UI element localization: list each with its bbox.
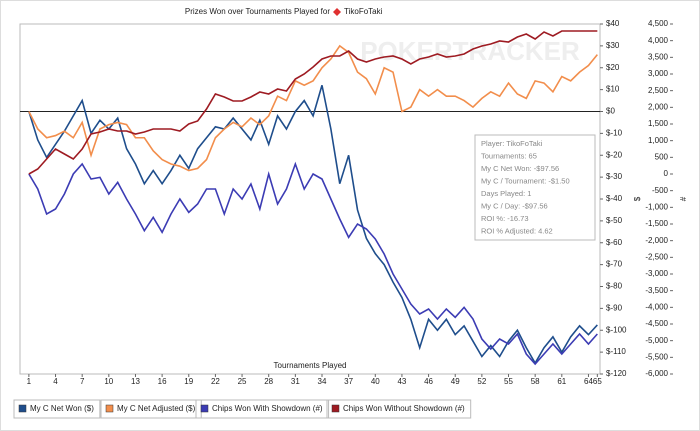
legend-label: Chips Won With Showdown (#) <box>212 404 323 413</box>
info-line: My C / Day: -$97.56 <box>481 201 548 210</box>
y-tick-label: $-100 <box>606 325 627 334</box>
y2-tick-label: -4,500 <box>645 319 668 328</box>
x-tick-label: 19 <box>184 377 193 386</box>
legend-swatch <box>18 404 27 413</box>
y-tick-label: $40 <box>606 19 620 28</box>
info-line: My C / Tournament: -$1.50 <box>481 176 570 185</box>
x-tick-label: 43 <box>397 377 406 386</box>
legend-label: My C Net Adjusted ($) <box>117 404 196 413</box>
y2-tick-label: -3,000 <box>645 269 668 278</box>
x-tick-label: 64 <box>584 377 593 386</box>
x-tick-label: 4 <box>53 377 58 386</box>
y2-tick-label: 1,000 <box>648 136 669 145</box>
y2-tick-label: 4,000 <box>648 36 669 45</box>
x-tick-label: 49 <box>451 377 460 386</box>
info-line: Tournaments: 65 <box>481 151 537 160</box>
x-tick-label: 1 <box>27 377 32 386</box>
series-line <box>28 161 598 366</box>
y-tick-label: $-20 <box>606 150 623 159</box>
series-line <box>28 44 598 172</box>
y-tick-label: $-70 <box>606 260 623 269</box>
legend-entry[interactable]: Chips Won Without Showdown (#) <box>326 399 472 419</box>
y2-tick-label: -5,000 <box>645 336 668 345</box>
x-tick-label: 58 <box>531 377 540 386</box>
x-tick-label: 7 <box>80 377 85 386</box>
x-axis-title: Tournaments Played <box>274 361 347 370</box>
y2-tick-label: -5,500 <box>645 352 668 361</box>
x-tick-label: 46 <box>424 377 433 386</box>
y-tick-label: $-40 <box>606 194 623 203</box>
y-tick-label: $-120 <box>606 369 627 378</box>
y2-axis-title: # <box>679 196 688 201</box>
y-tick-label: $-30 <box>606 172 623 181</box>
y2-tick-label: -2,500 <box>645 252 668 261</box>
player-name: TikoFoTaki <box>344 7 383 16</box>
y-tick-label: $10 <box>606 85 620 94</box>
x-tick-label: 34 <box>318 377 327 386</box>
x-tick-label: 55 <box>504 377 513 386</box>
x-tick-label: 10 <box>104 377 113 386</box>
x-tick-label: 13 <box>131 377 140 386</box>
x-tick-label: 25 <box>238 377 247 386</box>
x-tick-label: 40 <box>371 377 380 386</box>
info-line: ROI %: -16.73 <box>481 214 529 223</box>
legend-box <box>326 399 472 419</box>
y2-tick-label: -1,500 <box>645 219 668 228</box>
x-tick-label: 16 <box>158 377 167 386</box>
info-line: Days Played: 1 <box>481 189 531 198</box>
series-line <box>28 30 598 175</box>
y-tick-label: $-60 <box>606 238 623 247</box>
legend-entry[interactable]: My C Net Won ($) <box>13 399 101 419</box>
x-tick-label: 37 <box>344 377 353 386</box>
y2-tick-label: 2,000 <box>648 102 669 111</box>
x-tick-label: 52 <box>477 377 486 386</box>
y-tick-label: $-80 <box>606 282 623 291</box>
y2-tick-label: -4,000 <box>645 302 668 311</box>
info-line: My C Net Won: -$97.56 <box>481 164 559 173</box>
y2-tick-label: 3,500 <box>648 52 669 61</box>
x-tick-label: 22 <box>211 377 220 386</box>
y2-tick-label: 2,500 <box>648 86 669 95</box>
x-tick-label: 65 <box>593 377 602 386</box>
x-tick-label: 31 <box>291 377 300 386</box>
y2-tick-label: 500 <box>655 152 669 161</box>
y-tick-label: $30 <box>606 41 620 50</box>
legend-box <box>195 399 330 419</box>
y-tick-label: $20 <box>606 63 620 72</box>
y-axis-title: $ <box>633 196 642 201</box>
x-tick-label: 61 <box>557 377 566 386</box>
y2-tick-label: -2,000 <box>645 236 668 245</box>
chart-title: Prizes Won over Tournaments Played for <box>185 7 330 16</box>
y2-tick-label: -6,000 <box>645 369 668 378</box>
y2-tick-label: 4,500 <box>648 19 669 28</box>
legend-entry[interactable]: Chips Won With Showdown (#) <box>195 399 330 419</box>
legend-label: Chips Won Without Showdown (#) <box>343 404 465 413</box>
y-tick-label: $-110 <box>606 347 626 356</box>
player-icon <box>333 8 341 16</box>
y-tick-label: $0 <box>606 107 615 116</box>
y-tick-label: $-50 <box>606 216 623 225</box>
series-line <box>28 85 598 365</box>
y2-tick-label: 0 <box>664 169 669 178</box>
x-tick-label: 28 <box>264 377 273 386</box>
y2-tick-label: 1,500 <box>648 119 669 128</box>
y-tick-label: $-10 <box>606 128 623 137</box>
legend-swatch <box>331 404 340 413</box>
y2-tick-label: -500 <box>652 186 669 195</box>
legend-label: My C Net Won ($) <box>30 404 94 413</box>
y2-tick-label: -3,500 <box>645 286 668 295</box>
info-box <box>474 134 596 241</box>
legend-box <box>13 399 101 419</box>
y-tick-label: $-90 <box>606 303 623 312</box>
info-line: ROI % Adjusted: 4.62 <box>481 226 553 235</box>
legend-swatch <box>105 404 114 413</box>
info-line: Player: TikoFoTaki <box>481 139 543 148</box>
legend-swatch <box>200 404 209 413</box>
y2-tick-label: -1,000 <box>645 202 668 211</box>
y2-tick-label: 3,000 <box>648 69 669 78</box>
